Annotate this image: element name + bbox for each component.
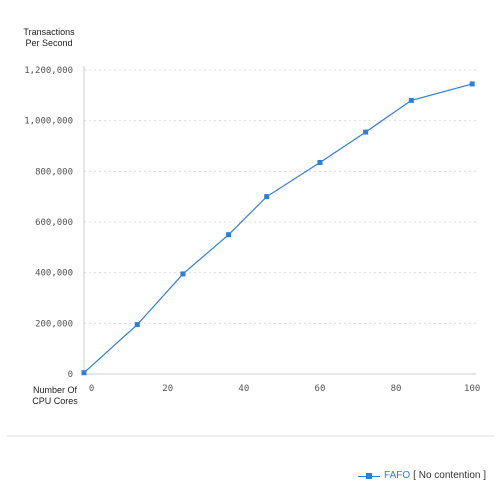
data-point-0-2: [180, 271, 186, 277]
legend-swatch: [358, 471, 381, 481]
data-point-0-7: [408, 97, 414, 103]
x-axis-title-line1: Number Of: [32, 385, 77, 395]
y-tick-label-0: 0: [68, 370, 73, 380]
y-axis-title: Transactions Per Second: [16, 27, 82, 49]
legend-series-name: FAFO: [384, 470, 411, 481]
series-line-0: [83, 83, 473, 374]
x-tick-label-4: 80: [391, 384, 402, 394]
y-tick-label-4: 800,000: [35, 167, 73, 177]
y-tick-label-5: 1,000,000: [24, 117, 73, 127]
x-tick-label-1: 20: [162, 384, 173, 394]
legend-series-note: [ No contention ]: [413, 470, 486, 481]
x-axis-title-line2: CPU Cores: [32, 396, 78, 406]
x-tick-label-5: 100: [464, 384, 480, 394]
data-point-0-4: [264, 194, 270, 200]
x-axis-title: Number Of CPU Cores: [26, 385, 84, 407]
data-point-0-6: [363, 129, 369, 135]
data-point-0-5: [317, 159, 323, 165]
data-point-0-0: [81, 370, 87, 376]
data-point-0-3: [226, 232, 232, 238]
x-tick-label-0: 0: [89, 384, 94, 394]
legend-swatch-marker: [366, 472, 373, 479]
y-axis-title-line2: Per Second: [25, 38, 73, 48]
legend: FAFO [ No contention ]: [358, 470, 486, 481]
y-tick-label-1: 200,000: [35, 319, 73, 329]
data-point-0-8: [469, 81, 475, 87]
y-tick-label-6: 1,200,000: [24, 66, 73, 76]
x-tick-label-3: 60: [315, 384, 326, 394]
y-axis-title-line1: Transactions: [23, 27, 75, 37]
y-tick-label-2: 400,000: [35, 269, 73, 279]
x-tick-label-2: 40: [238, 384, 249, 394]
y-tick-label-3: 600,000: [35, 218, 73, 228]
data-point-0-1: [134, 322, 140, 328]
